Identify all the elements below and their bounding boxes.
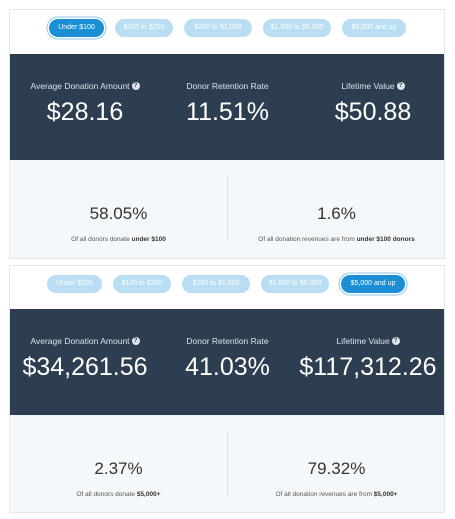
retention-rate-value: 11.51%: [186, 98, 269, 126]
help-icon[interactable]: ?: [131, 82, 140, 90]
average-donation-value: $28.16: [46, 98, 124, 126]
tab-5000-and-up[interactable]: $5,000 and up: [342, 19, 406, 37]
lifetime-value-label: Lifetime Value: [341, 81, 395, 91]
retention-rate-stat: Donor Retention Rate 11.51%: [155, 54, 300, 160]
tab-250-to-1000[interactable]: $250 to $1,000: [184, 19, 252, 37]
average-donation-stat: Average Donation Amount? $28.16: [10, 54, 160, 160]
retention-rate-value: 41.03%: [185, 353, 270, 381]
amount-range-tabs: Under $100 $100 to $250 $250 to $1,000 $…: [10, 10, 444, 54]
donation-panel-under-100: Under $100 $100 to $250 $250 to $1,000 $…: [9, 9, 445, 259]
tab-100-to-250[interactable]: $100 to $250: [115, 19, 173, 37]
amount-range-tabs: Under $100 $100 to $250 $250 to $1,000 $…: [10, 266, 444, 310]
average-donation-label: Average Donation Amount: [30, 336, 130, 346]
divider: [227, 431, 228, 496]
donor-share-value: 2.37%: [94, 459, 143, 478]
lifetime-value-value: $117,312.26: [299, 353, 437, 381]
tab-250-to-1000[interactable]: $250 to $1,000: [182, 275, 250, 293]
donor-share-block: 2.37% Of all donors donate $5,000+: [10, 415, 227, 512]
percentage-section: 58.05% Of all donors donate under $100 1…: [10, 160, 444, 258]
donation-panel-5000-and-up: Under $100 $100 to $250 $250 to $1,000 $…: [9, 265, 445, 513]
retention-rate-label: Donor Retention Rate: [186, 336, 269, 346]
retention-rate-label: Donor Retention Rate: [186, 81, 269, 91]
tab-100-to-250[interactable]: $100 to $250: [113, 275, 171, 293]
donor-share-value: 58.05%: [89, 204, 148, 223]
stats-bar: Average Donation Amount? $28.16 Donor Re…: [10, 54, 444, 160]
lifetime-value-value: $50.88: [334, 98, 412, 126]
average-donation-stat: Average Donation Amount? $34,261.56: [10, 309, 160, 415]
divider: [227, 176, 228, 242]
retention-rate-stat: Donor Retention Rate 41.03%: [155, 309, 300, 415]
revenue-share-block: 1.6% Of all donation revenues are from u…: [228, 160, 445, 258]
revenue-share-caption: Of all donation revenues are from $5,000…: [275, 491, 398, 498]
donor-share-caption: Of all donors donate $5,000+: [76, 491, 161, 498]
average-donation-value: $34,261.56: [22, 353, 148, 381]
average-donation-label: Average Donation Amount: [30, 81, 130, 91]
help-icon[interactable]: ?: [131, 337, 140, 345]
help-icon[interactable]: ?: [396, 82, 405, 90]
donor-share-caption: Of all donors donate under $100: [71, 236, 166, 243]
stats-bar: Average Donation Amount? $34,261.56 Dono…: [10, 309, 444, 415]
help-icon[interactable]: ?: [391, 337, 400, 345]
revenue-share-value: 1.6%: [317, 204, 356, 223]
donor-share-block: 58.05% Of all donors donate under $100: [10, 160, 227, 258]
revenue-share-block: 79.32% Of all donation revenues are from…: [228, 415, 445, 512]
tab-5000-and-up[interactable]: $5,000 and up: [341, 275, 405, 293]
revenue-share-caption: Of all donation revenues are from under …: [258, 236, 415, 243]
tab-1000-to-5000[interactable]: $1,000 to $5,000: [261, 275, 329, 293]
tab-under-100[interactable]: Under $100: [47, 275, 102, 293]
lifetime-value-label: Lifetime Value: [336, 336, 390, 346]
tab-1000-to-5000[interactable]: $1,000 to $5,000: [263, 19, 331, 37]
revenue-share-value: 79.32%: [307, 459, 366, 478]
percentage-section: 2.37% Of all donors donate $5,000+ 79.32…: [10, 415, 444, 512]
tab-under-100[interactable]: Under $100: [49, 19, 104, 37]
lifetime-value-stat: Lifetime Value? $50.88: [300, 54, 446, 160]
lifetime-value-stat: Lifetime Value? $117,312.26: [295, 309, 441, 415]
